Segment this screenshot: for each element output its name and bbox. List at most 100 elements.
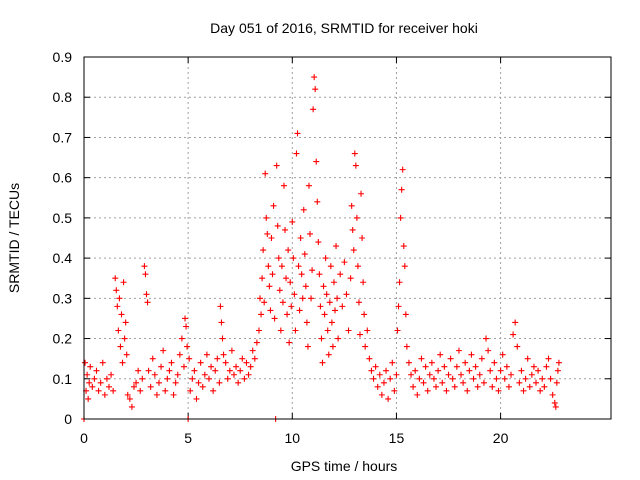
data-point [212,367,219,374]
data-point [468,351,475,358]
data-point [224,375,231,382]
data-point [116,295,123,302]
data-point [214,355,221,362]
x-tick-label: 10 [285,430,301,446]
data-point [312,86,319,93]
data-point [265,263,272,270]
data-point [401,263,408,270]
data-point [182,315,189,322]
data-point [270,202,277,209]
data-point [329,343,336,350]
data-point [189,375,196,382]
data-point [335,335,342,342]
data-points [81,74,562,422]
data-point [307,230,314,237]
data-point [121,335,128,342]
data-point [172,379,179,386]
data-point [115,327,122,334]
data-point [284,311,291,318]
data-point [288,303,295,310]
data-point [93,367,100,374]
data-point [103,375,110,382]
data-point [522,375,529,382]
grid [84,57,611,419]
y-tick-label: 0.6 [53,170,73,186]
data-point [383,367,390,374]
data-point [267,307,274,314]
data-point [437,351,444,358]
data-point [144,299,151,306]
data-point [155,379,162,386]
data-point [310,106,317,113]
data-point [405,359,412,366]
y-ticks: 0 0.1 0.2 0.3 0.4 0.5 0.6 0.7 0.8 0.9 [53,49,611,427]
data-point [476,371,483,378]
data-point [497,367,504,374]
data-point [394,327,401,334]
data-point [112,275,119,282]
x-tick-label: 0 [80,430,88,446]
data-point [142,271,149,278]
data-point [320,283,327,290]
data-point [108,371,115,378]
data-point [551,399,558,406]
data-point [186,355,193,362]
data-point [274,222,281,229]
data-point [347,275,354,282]
data-point [293,150,300,157]
data-point [553,379,560,386]
data-point [358,190,365,197]
data-point [364,327,371,334]
y-tick-label: 0.1 [53,371,73,387]
data-point [493,375,500,382]
data-point [420,379,427,386]
data-point [441,363,448,370]
data-point [549,391,556,398]
data-point [483,335,490,342]
data-point [114,303,121,310]
data-point [518,367,525,374]
data-point [299,295,306,302]
data-point [499,351,506,358]
data-point [510,331,517,338]
x-tick-label: 15 [389,430,405,446]
data-point [245,371,252,378]
data-point [400,243,407,250]
data-point [168,359,175,366]
data-point [447,355,454,362]
data-point [91,375,98,382]
data-point [422,363,429,370]
y-tick-label: 0.3 [53,290,73,306]
data-point [539,375,546,382]
data-point [99,359,106,366]
data-point [453,363,460,370]
data-point [487,367,494,374]
data-point [439,379,446,386]
data-point [222,359,229,366]
data-point [396,279,403,286]
data-point [280,182,287,189]
data-point [119,359,126,366]
data-point [353,214,360,221]
data-point [337,271,344,278]
data-point [253,339,260,346]
data-point [445,371,452,378]
y-tick-label: 0.7 [53,129,73,145]
y-tick-label: 0.5 [53,210,73,226]
data-point [319,359,326,366]
data-point [380,379,387,386]
data-point [97,379,104,386]
data-point [412,367,419,374]
data-point [451,383,458,390]
data-point [554,367,561,374]
data-point [286,339,293,346]
data-point [162,387,169,394]
data-point [491,359,498,366]
data-point [262,170,269,177]
data-point [160,347,167,354]
data-point [352,162,359,169]
data-point [269,271,276,278]
data-point [485,347,492,354]
data-point [466,367,473,374]
data-point [309,267,316,274]
